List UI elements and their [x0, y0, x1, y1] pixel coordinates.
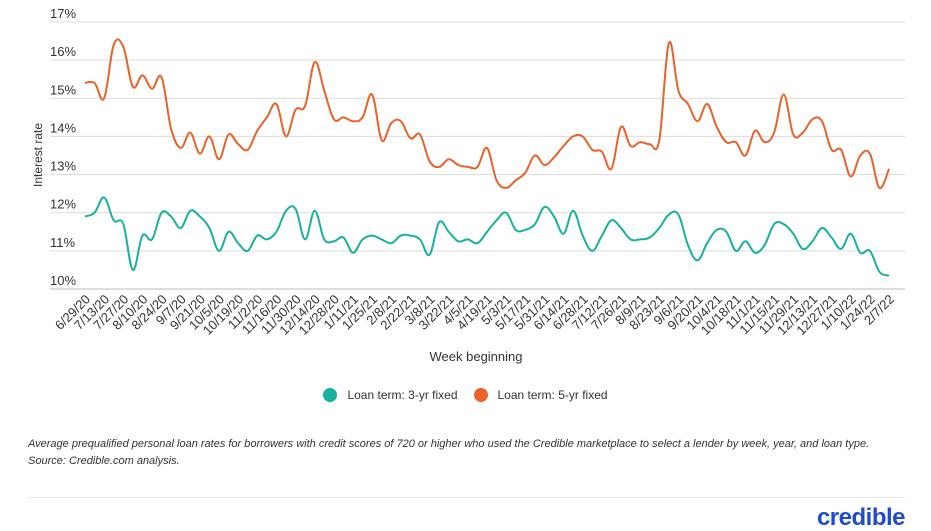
x-axis-label: Week beginning	[430, 349, 523, 364]
chart: 10% 11% 12% 13% 14% 15% 16% 17% 6/29/207/13/207…	[31, 6, 905, 364]
y-tick-label: 12%	[50, 197, 76, 212]
y-tick-label: 11%	[50, 235, 75, 250]
y-tick-label: 15%	[50, 82, 76, 97]
credible-logo[interactable]: credible	[816, 504, 906, 531]
legend-swatch-5yr	[473, 388, 488, 402]
y-tick-label: 13%	[50, 159, 76, 174]
y-axis-ticks: 10% 11% 12% 13% 14% 15% 16% 17%	[50, 6, 76, 288]
x-axis-ticks: 6/29/207/13/207/27/208/10/208/24/209/7/2…	[52, 292, 897, 338]
divider	[28, 497, 905, 498]
legend-item-3yr: Loan term: 3-yr fixed	[323, 388, 458, 402]
gridlines	[50, 21, 905, 290]
y-tick-label: 16%	[50, 44, 76, 59]
series-lines	[84, 38, 890, 277]
series-line-3yr	[84, 196, 890, 277]
y-tick-label: 17%	[50, 6, 76, 21]
y-axis-label: Interest rate	[31, 123, 45, 187]
legend-label-5yr: Loan term: 5-yr fixed	[497, 388, 608, 402]
chart-caption: Average prequalified personal loan rates…	[28, 438, 870, 467]
legend-item-5yr: Loan term: 5-yr fixed	[473, 388, 608, 402]
y-tick-label: 10%	[50, 273, 76, 288]
series-line-5yr	[84, 38, 890, 190]
y-tick-label: 14%	[50, 120, 76, 135]
legend-swatch-3yr	[323, 388, 338, 402]
legend-label-3yr: Loan term: 3-yr fixed	[347, 388, 458, 402]
legend: Loan term: 3-yr fixed Loan term: 5-yr fi…	[0, 388, 931, 402]
